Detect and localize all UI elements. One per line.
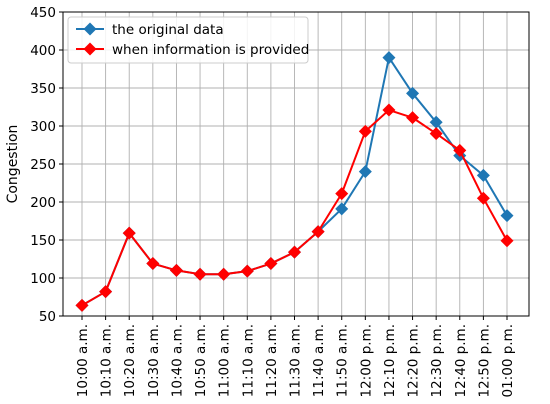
x-tick-label: 11:50 a.m.: [335, 324, 351, 397]
data-point: [406, 86, 420, 100]
legend-item: when information is provided: [76, 42, 309, 58]
data-point: [358, 165, 372, 179]
y-tick-label: 100: [30, 271, 56, 287]
data-point: [99, 285, 113, 299]
legend-frame: [67, 16, 309, 64]
series-2: [75, 103, 514, 312]
data-point: [193, 267, 207, 281]
legend-marker: [83, 22, 97, 36]
x-tick-label: 12:40 p.m.: [453, 324, 469, 398]
x-tick-label: 12:10 p.m.: [382, 324, 398, 398]
y-tick-label: 350: [30, 81, 56, 97]
data-point: [146, 257, 160, 271]
data-point: [500, 234, 514, 248]
data-point: [476, 168, 490, 182]
legend-label: when information is provided: [112, 42, 309, 58]
x-tick-label: 10:00 a.m.: [75, 324, 91, 397]
data-point: [169, 263, 183, 277]
x-tick-label: 12:30 p.m.: [429, 324, 445, 398]
x-tick-label: 12:50 p.m.: [476, 324, 492, 398]
y-tick-label: 150: [30, 233, 56, 249]
data-point: [335, 187, 349, 201]
y-tick-label: 400: [30, 43, 56, 59]
x-tick-label: 11:40 a.m.: [311, 324, 327, 397]
y-tick-label: 250: [30, 157, 56, 173]
x-tick-label: 10:10 a.m.: [99, 324, 115, 397]
legend-item: the original data: [76, 22, 224, 38]
data-point: [453, 143, 467, 157]
y-tick-label: 300: [30, 119, 56, 135]
legend: the original data when information is pro…: [67, 16, 309, 64]
data-point: [429, 127, 443, 141]
x-tick-label: 12:20 p.m.: [406, 324, 422, 398]
data-point: [358, 124, 372, 138]
x-tick-label: 12:00 p.m.: [358, 324, 374, 398]
data-point: [476, 191, 490, 205]
legend-label: the original data: [112, 22, 224, 38]
x-tick-label: 10:50 a.m.: [193, 324, 209, 397]
y-axis-ticks: 50 100 150 200 250 300 350 400 450: [30, 5, 63, 325]
data-point: [382, 103, 396, 117]
x-tick-label: 10:30 a.m.: [146, 324, 162, 397]
data-point: [217, 267, 231, 281]
x-tick-label: 11:20 a.m.: [264, 324, 280, 397]
data-point: [122, 226, 136, 240]
y-tick-label: 450: [30, 5, 56, 21]
data-point: [75, 298, 89, 312]
y-tick-label: 50: [39, 309, 56, 325]
x-tick-label: 01:00 p.m.: [500, 324, 516, 398]
x-tick-label: 11:00 a.m.: [217, 324, 233, 397]
x-tick-label: 10:40 a.m.: [169, 324, 185, 397]
data-point: [264, 257, 278, 271]
y-tick-label: 200: [30, 195, 56, 211]
legend-marker: [83, 42, 97, 56]
series-layer: [75, 51, 514, 312]
data-point: [429, 115, 443, 129]
x-tick-label: 10:20 a.m.: [122, 324, 138, 397]
data-point: [240, 264, 254, 278]
x-axis-ticks: 10:00 a.m. 10:10 a.m. 10:20 a.m. 10:30 a.m.…: [75, 316, 516, 398]
data-point: [288, 245, 301, 259]
y-axis-label: Congestion: [5, 125, 21, 204]
x-tick-label: 11:30 a.m.: [288, 324, 304, 397]
data-point: [500, 209, 514, 223]
data-point: [382, 51, 396, 65]
data-point: [406, 111, 420, 125]
data-point: [335, 202, 349, 216]
x-tick-label: 11:10 a.m.: [240, 324, 256, 397]
data-point: [311, 225, 325, 239]
